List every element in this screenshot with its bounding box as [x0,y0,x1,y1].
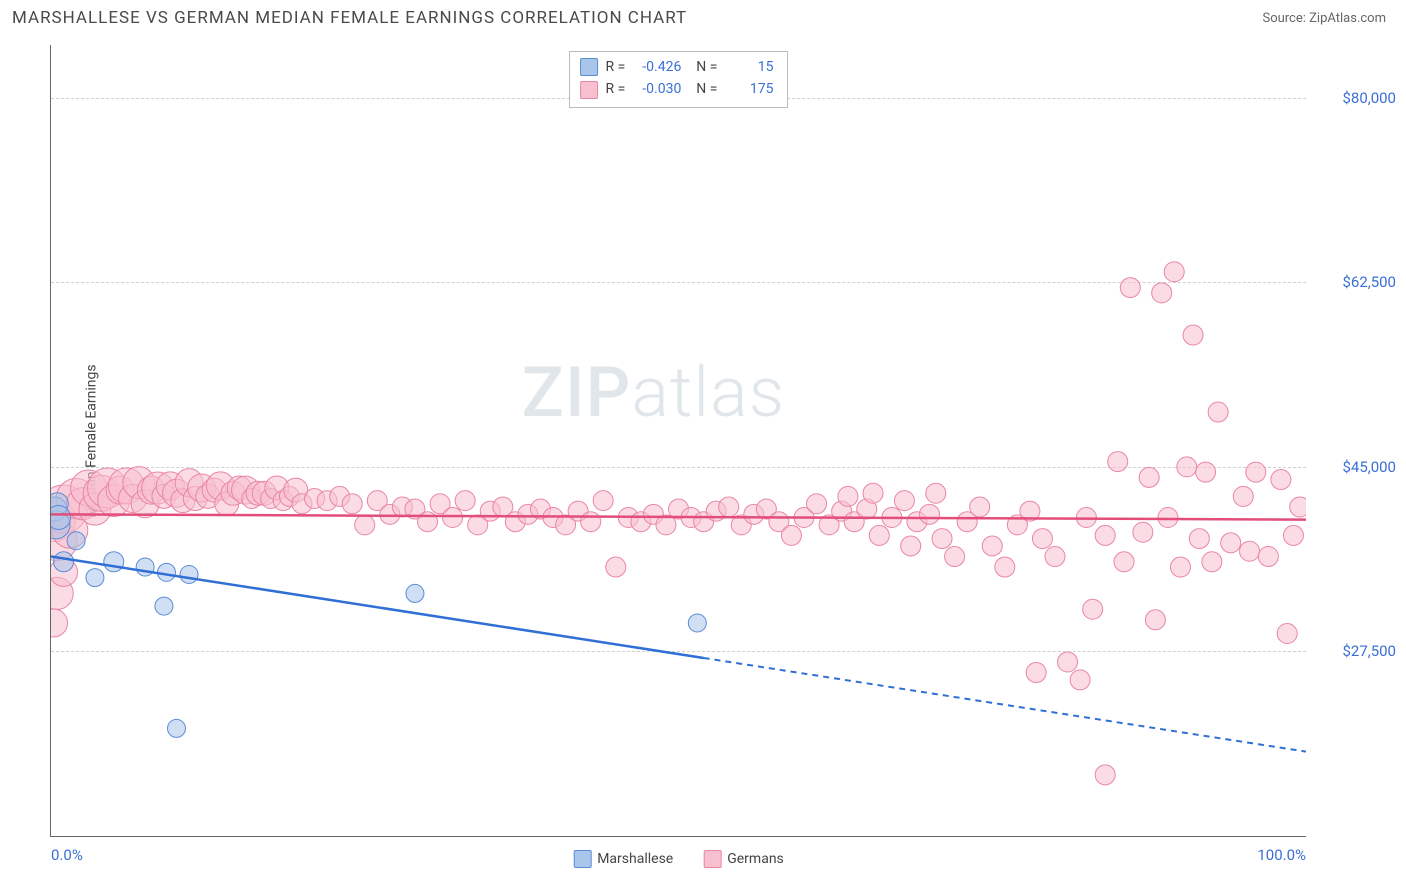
legend-item-germans: Germans [703,850,784,868]
y-tick-label: $80,000 [1316,89,1396,107]
swatch-marshallese-icon [573,850,591,868]
scatter-plot-svg [51,45,1306,836]
n-value-marshallese: 15 [725,56,773,78]
legend-label-germans: Germans [727,851,784,867]
y-tick-label: $45,000 [1316,458,1396,476]
y-tick-label: $62,500 [1316,273,1396,291]
n-value-germans: 175 [725,78,773,100]
swatch-germans-icon [703,850,721,868]
x-tick-min: 0.0% [51,846,83,864]
series-legend: Marshallese Germans [573,850,784,868]
plot-area: ZIPatlas R =-0.426 N =15 R =-0.030 N =17… [50,45,1306,837]
stats-row-marshallese: R =-0.426 N =15 [580,56,774,78]
swatch-germans-icon [580,81,598,99]
source-label: Source: ZipAtlas.com [1262,11,1386,26]
stats-row-germans: R =-0.030 N =175 [580,78,774,100]
r-value-marshallese: -0.426 [633,56,681,78]
stats-legend: R =-0.426 N =15 R =-0.030 N =175 [569,51,789,108]
x-tick-max: 100.0% [1257,846,1306,864]
swatch-marshallese-icon [580,58,598,76]
chart-container: Median Female Earnings ZIPatlas R =-0.42… [50,45,1306,837]
r-value-germans: -0.030 [633,78,681,100]
chart-title: MARSHALLESE VS GERMAN MEDIAN FEMALE EARN… [12,8,687,28]
legend-item-marshallese: Marshallese [573,850,673,868]
y-tick-label: $27,500 [1316,642,1396,660]
legend-label-marshallese: Marshallese [597,851,673,867]
